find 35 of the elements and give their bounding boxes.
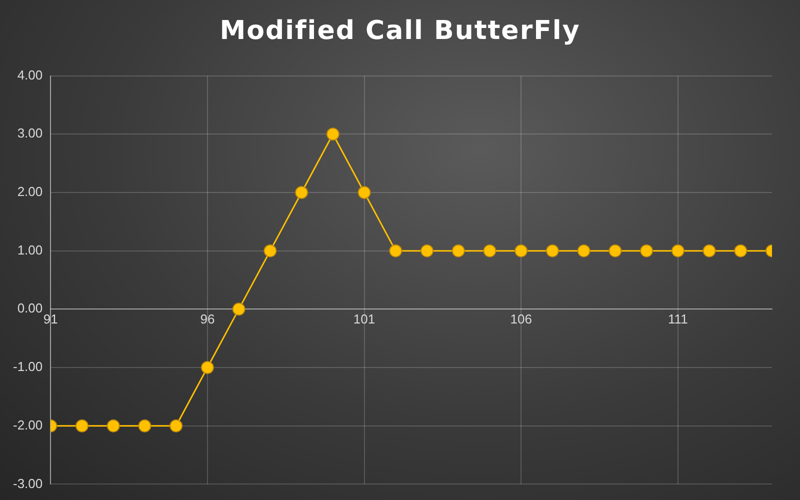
- y-tick-label: 4.00: [17, 67, 43, 82]
- point: [514, 244, 528, 258]
- x-tick-label: 101: [353, 312, 376, 327]
- point: [608, 244, 622, 258]
- point: [420, 244, 434, 258]
- y-tick-label: -2.00: [12, 417, 43, 432]
- point: [452, 244, 465, 258]
- point: [138, 419, 152, 432]
- point: [106, 419, 120, 432]
- x-tick-label: 111: [668, 312, 688, 327]
- point: [264, 244, 277, 258]
- x-tick-label: 96: [200, 312, 215, 327]
- point: [75, 419, 88, 432]
- y-tick-label: 1.00: [17, 242, 43, 258]
- point: [640, 244, 654, 258]
- point: [734, 244, 748, 258]
- y-tick-label: -3.00: [12, 476, 43, 491]
- point: [232, 302, 246, 316]
- point: [200, 361, 214, 374]
- point: [671, 244, 684, 258]
- point: [389, 244, 402, 258]
- y-tick-label: -1.00: [12, 359, 43, 374]
- y-tick-label: 2.00: [17, 184, 43, 200]
- x-tick-label: 106: [510, 312, 532, 327]
- chart-title: Modified Call ButterFly: [218, 16, 582, 46]
- point: [170, 419, 183, 432]
- point: [295, 186, 308, 199]
- point: [577, 244, 590, 258]
- point: [546, 244, 559, 258]
- point: [483, 244, 496, 258]
- y-tick-label: 3.00: [17, 126, 43, 141]
- y-tick-label: 0.00: [17, 300, 43, 316]
- point: [326, 128, 340, 141]
- point: [358, 186, 371, 199]
- point: [702, 244, 716, 258]
